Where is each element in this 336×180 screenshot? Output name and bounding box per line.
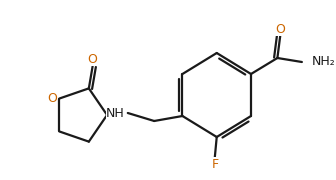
Text: H: H	[117, 107, 126, 120]
Text: NH₂: NH₂	[311, 55, 335, 68]
Text: O: O	[275, 22, 285, 35]
Text: O: O	[47, 92, 57, 105]
Text: O: O	[88, 53, 97, 66]
Text: F: F	[211, 158, 218, 170]
Text: NH: NH	[106, 107, 125, 120]
